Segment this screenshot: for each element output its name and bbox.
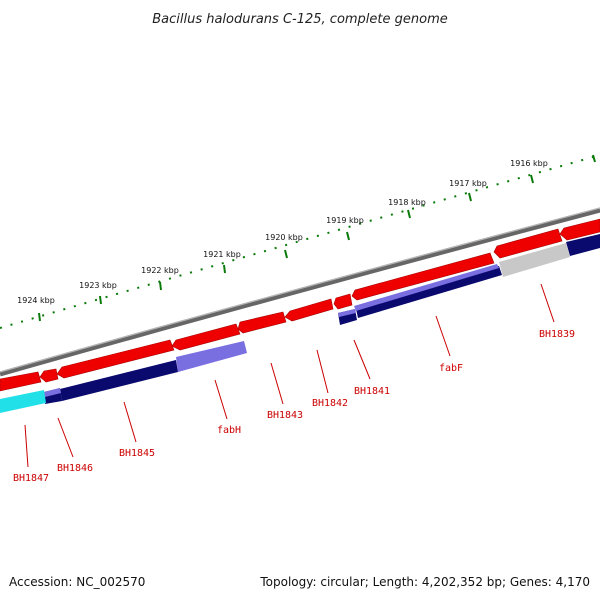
gene-arrow-forward [171,323,241,351]
gene-label-BH1846: BH1846 [57,463,93,474]
callout-line [214,379,228,420]
callout-line [540,283,555,323]
gene-arrow-forward [56,339,175,379]
scale-ticks [38,154,596,322]
gene-block-fabF [356,266,502,318]
gene-label-BH1845: BH1845 [119,448,155,459]
callout-line [123,401,137,443]
gene-callouts: BH1839 fabF BH1841 BH1842 BH1843 fabH BH… [13,283,575,484]
scale-major-tick [99,295,102,305]
tick-label: 1924 kbp [17,296,55,305]
genome-title: Bacillus halodurans C-125, complete geno… [152,12,448,27]
tick-label: 1921 kbp [203,250,241,259]
gene-block-BH1847 [0,390,46,413]
gene-label-BH1841: BH1841 [354,386,390,397]
scale-arc [0,154,600,329]
callout-line [435,315,451,357]
gene-arrow-forward [333,293,353,310]
gene-label-BH1847: BH1847 [13,473,49,484]
reverse-strand-genes [0,234,600,413]
gene-block-grey [499,243,570,277]
tick-label: 1916 kbp [510,159,548,168]
accession-text: Accession: NC_002570 [9,575,145,589]
gene-arrow-forward [0,371,42,392]
gene-block-BH1841-light [338,309,356,317]
gene-label-BH1842: BH1842 [312,398,348,409]
gene-arrow-forward [284,298,334,322]
gene-arrow-forward [237,311,287,334]
gene-arrow-forward [39,368,59,383]
scale-major-tick [223,264,226,274]
callout-line [316,349,329,394]
scale-major-tick [468,192,472,202]
scale-major-tick [407,209,411,219]
genome-summary-text: Topology: circular; Length: 4,202,352 bp… [259,575,590,589]
gene-label-BH1843: BH1843 [267,410,303,421]
scale-track: 1916 kbp 1917 kbp 1918 kbp 1919 kbp 1920… [0,154,600,329]
callout-line [353,339,371,380]
gene-arrow-forward [351,252,495,301]
gene-arrow-forward [493,228,563,259]
gene-label-BH1839: BH1839 [539,329,575,340]
gene-arrow-forward [559,218,600,241]
tick-label: 1918 kbp [388,198,426,207]
scale-major-tick [38,312,41,322]
callout-line [57,417,74,458]
callout-line [24,424,29,468]
tick-label: 1919 kbp [326,216,364,225]
gene-block-BH1846-light [44,388,61,397]
gene-label-fabF: fabF [439,363,463,374]
gene-block-navy [566,234,600,256]
callout-line [270,362,284,405]
scale-major-tick [284,249,288,259]
tick-label: 1922 kbp [141,266,179,275]
scale-major-tick [159,281,162,291]
gene-block-fabF-light [354,264,499,311]
tick-label: 1923 kbp [79,281,117,290]
forward-strand-genes [0,218,600,392]
scale-major-tick [530,174,534,184]
scale-major-tick [592,154,596,163]
gene-label-fabH: fabH [217,425,241,436]
scale-major-tick [346,231,350,241]
genome-backbone [0,207,600,377]
tick-label: 1917 kbp [449,179,487,188]
gene-block-fabH [176,341,247,372]
tick-label: 1920 kbp [265,233,303,242]
gene-block-BH1845 [60,360,178,401]
